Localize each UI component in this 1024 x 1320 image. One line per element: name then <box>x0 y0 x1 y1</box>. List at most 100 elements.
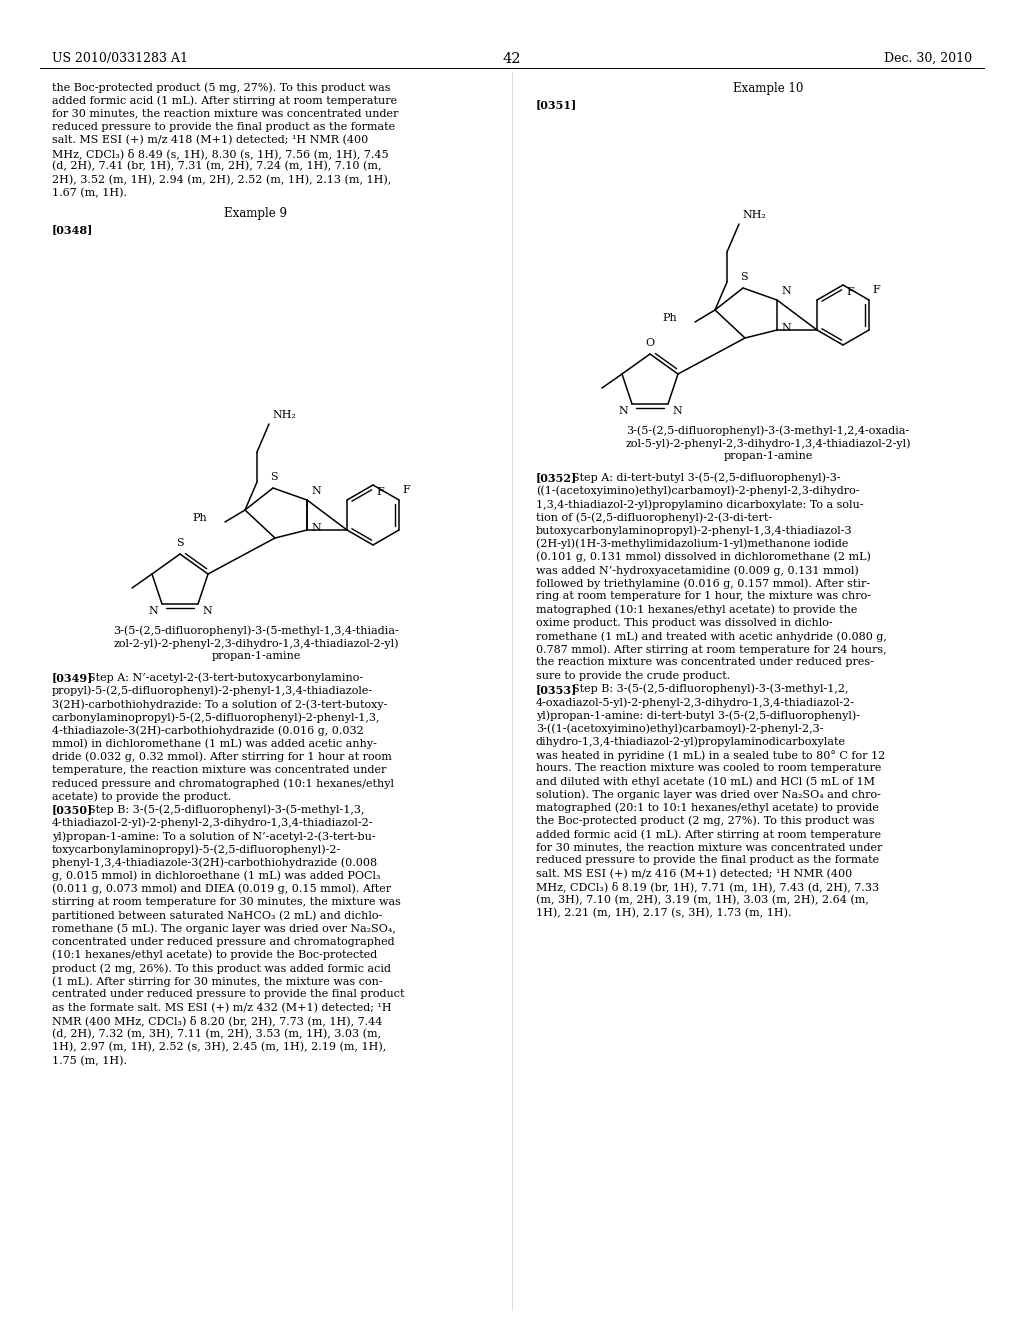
Text: as the formate salt. MS ESI (+) m/z 432 (M+1) detected; ¹H: as the formate salt. MS ESI (+) m/z 432 … <box>52 1003 391 1012</box>
Text: for 30 minutes, the reaction mixture was concentrated under: for 30 minutes, the reaction mixture was… <box>52 108 398 119</box>
Text: Ph: Ph <box>663 313 677 323</box>
Text: 3-((1-(acetoxyimino)ethyl)carbamoyl)-2-phenyl-2,3-: 3-((1-(acetoxyimino)ethyl)carbamoyl)-2-p… <box>536 723 823 734</box>
Text: dihydro-1,3,4-thiadiazol-2-yl)propylaminodicarboxylate: dihydro-1,3,4-thiadiazol-2-yl)propylamin… <box>536 737 846 747</box>
Text: partitioned between saturated NaHCO₃ (2 mL) and dichlo-: partitioned between saturated NaHCO₃ (2 … <box>52 911 382 921</box>
Text: reduced pressure to provide the final product as the formate: reduced pressure to provide the final pr… <box>52 121 395 132</box>
Text: 3-(5-(2,5-difluorophenyl)-3-(5-methyl-1,3,4-thiadia-: 3-(5-(2,5-difluorophenyl)-3-(5-methyl-1,… <box>113 624 399 635</box>
Text: S: S <box>740 272 748 282</box>
Text: 1.67 (m, 1H).: 1.67 (m, 1H). <box>52 187 127 198</box>
Text: [0349]: [0349] <box>52 673 93 684</box>
Text: zol-5-yl)-2-phenyl-2,3-dihydro-1,3,4-thiadiazol-2-yl): zol-5-yl)-2-phenyl-2,3-dihydro-1,3,4-thi… <box>626 438 910 449</box>
Text: reduced pressure and chromatographed (10:1 hexanes/ethyl: reduced pressure and chromatographed (10… <box>52 779 394 789</box>
Text: salt. MS ESI (+) m/z 418 (M+1) detected; ¹H NMR (400: salt. MS ESI (+) m/z 418 (M+1) detected;… <box>52 135 369 145</box>
Text: the Boc-protected product (5 mg, 27%). To this product was: the Boc-protected product (5 mg, 27%). T… <box>52 82 390 92</box>
Text: (d, 2H), 7.41 (br, 1H), 7.31 (m, 2H), 7.24 (m, 1H), 7.10 (m,: (d, 2H), 7.41 (br, 1H), 7.31 (m, 2H), 7.… <box>52 161 382 172</box>
Text: was heated in pyridine (1 mL) in a sealed tube to 80° C for 12: was heated in pyridine (1 mL) in a seale… <box>536 750 886 760</box>
Text: [0350]: [0350] <box>52 805 93 816</box>
Text: 3-(5-(2,5-difluorophenyl)-3-(3-methyl-1,2,4-oxadia-: 3-(5-(2,5-difluorophenyl)-3-(3-methyl-1,… <box>627 425 909 436</box>
Text: O: O <box>645 338 654 348</box>
Text: yl)propan-1-amine: di-tert-butyl 3-(5-(2,5-difluorophenyl)-: yl)propan-1-amine: di-tert-butyl 3-(5-(2… <box>536 710 860 721</box>
Text: (10:1 hexanes/ethyl acetate) to provide the Boc-protected: (10:1 hexanes/ethyl acetate) to provide … <box>52 950 377 961</box>
Text: mmol) in dichloromethane (1 mL) was added acetic anhy-: mmol) in dichloromethane (1 mL) was adde… <box>52 739 377 750</box>
Text: reduced pressure to provide the final product as the formate: reduced pressure to provide the final pr… <box>536 855 880 866</box>
Text: temperature, the reaction mixture was concentrated under: temperature, the reaction mixture was co… <box>52 766 386 775</box>
Text: for 30 minutes, the reaction mixture was concentrated under: for 30 minutes, the reaction mixture was… <box>536 842 883 853</box>
Text: was added N’-hydroxyacetamidine (0.009 g, 0.131 mmol): was added N’-hydroxyacetamidine (0.009 g… <box>536 565 859 576</box>
Text: [0353]: [0353] <box>536 684 578 694</box>
Text: matographed (10:1 hexanes/ethyl acetate) to provide the: matographed (10:1 hexanes/ethyl acetate)… <box>536 605 857 615</box>
Text: (0.011 g, 0.073 mmol) and DIEA (0.019 g, 0.15 mmol). After: (0.011 g, 0.073 mmol) and DIEA (0.019 g,… <box>52 884 391 895</box>
Text: (m, 3H), 7.10 (m, 2H), 3.19 (m, 1H), 3.03 (m, 2H), 2.64 (m,: (m, 3H), 7.10 (m, 2H), 3.19 (m, 1H), 3.0… <box>536 895 869 906</box>
Text: phenyl-1,3,4-thiadiazole-3(2H)-carbothiohydrazide (0.008: phenyl-1,3,4-thiadiazole-3(2H)-carbothio… <box>52 858 377 869</box>
Text: NMR (400 MHz, CDCl₃) δ 8.20 (br, 2H), 7.73 (m, 1H), 7.44: NMR (400 MHz, CDCl₃) δ 8.20 (br, 2H), 7.… <box>52 1016 382 1027</box>
Text: butoxycarbonylaminopropyl)-2-phenyl-1,3,4-thiadiazol-3: butoxycarbonylaminopropyl)-2-phenyl-1,3,… <box>536 525 853 536</box>
Text: concentrated under reduced pressure and chromatographed: concentrated under reduced pressure and … <box>52 937 394 946</box>
Text: Step B: 3-(5-(2,5-difluorophenyl)-3-(3-methyl-1,2,: Step B: 3-(5-(2,5-difluorophenyl)-3-(3-m… <box>572 684 849 694</box>
Text: ((1-(acetoxyimino)ethyl)carbamoyl)-2-phenyl-2,3-dihydro-: ((1-(acetoxyimino)ethyl)carbamoyl)-2-phe… <box>536 486 859 496</box>
Text: MHz, CDCl₃) δ 8.49 (s, 1H), 8.30 (s, 1H), 7.56 (m, 1H), 7.45: MHz, CDCl₃) δ 8.49 (s, 1H), 8.30 (s, 1H)… <box>52 148 389 158</box>
Text: yl)propan-1-amine: To a solution of N’-acetyl-2-(3-tert-bu-: yl)propan-1-amine: To a solution of N’-a… <box>52 832 376 842</box>
Text: [0352]: [0352] <box>536 473 578 483</box>
Text: 3(2H)-carbothiohydrazide: To a solution of 2-(3-tert-butoxy-: 3(2H)-carbothiohydrazide: To a solution … <box>52 700 387 710</box>
Text: N: N <box>781 323 791 333</box>
Text: Dec. 30, 2010: Dec. 30, 2010 <box>884 51 972 65</box>
Text: N: N <box>672 407 682 416</box>
Text: stirring at room temperature for 30 minutes, the mixture was: stirring at room temperature for 30 minu… <box>52 898 400 907</box>
Text: zol-2-yl)-2-phenyl-2,3-dihydro-1,3,4-thiadiazol-2-yl): zol-2-yl)-2-phenyl-2,3-dihydro-1,3,4-thi… <box>114 638 398 648</box>
Text: 1H), 2.97 (m, 1H), 2.52 (s, 3H), 2.45 (m, 1H), 2.19 (m, 1H),: 1H), 2.97 (m, 1H), 2.52 (s, 3H), 2.45 (m… <box>52 1043 386 1052</box>
Text: Step A: di-tert-butyl 3-(5-(2,5-difluorophenyl)-3-: Step A: di-tert-butyl 3-(5-(2,5-difluoro… <box>572 473 841 483</box>
Text: added formic acid (1 mL). After stirring at room temperature: added formic acid (1 mL). After stirring… <box>536 829 881 840</box>
Text: centrated under reduced pressure to provide the final product: centrated under reduced pressure to prov… <box>52 990 404 999</box>
Text: Example 10: Example 10 <box>733 82 803 95</box>
Text: toxycarbonylaminopropyl)-5-(2,5-difluorophenyl)-2-: toxycarbonylaminopropyl)-5-(2,5-difluoro… <box>52 845 341 855</box>
Text: F: F <box>872 285 880 294</box>
Text: acetate) to provide the product.: acetate) to provide the product. <box>52 792 231 803</box>
Text: matographed (20:1 to 10:1 hexanes/ethyl acetate) to provide: matographed (20:1 to 10:1 hexanes/ethyl … <box>536 803 879 813</box>
Text: N: N <box>618 407 628 416</box>
Text: salt. MS ESI (+) m/z 416 (M+1) detected; ¹H NMR (400: salt. MS ESI (+) m/z 416 (M+1) detected;… <box>536 869 852 879</box>
Text: propan-1-amine: propan-1-amine <box>211 651 301 661</box>
Text: and diluted with ethyl acetate (10 mL) and HCl (5 mL of 1M: and diluted with ethyl acetate (10 mL) a… <box>536 776 874 787</box>
Text: N: N <box>311 486 321 496</box>
Text: 42: 42 <box>503 51 521 66</box>
Text: (0.101 g, 0.131 mmol) dissolved in dichloromethane (2 mL): (0.101 g, 0.131 mmol) dissolved in dichl… <box>536 552 870 562</box>
Text: N: N <box>148 606 158 616</box>
Text: N: N <box>781 286 791 296</box>
Text: romethane (1 mL) and treated with acetic anhydride (0.080 g,: romethane (1 mL) and treated with acetic… <box>536 631 887 642</box>
Text: Ph: Ph <box>193 513 207 523</box>
Text: Example 9: Example 9 <box>224 207 288 220</box>
Text: g, 0.015 mmol) in dichloroethane (1 mL) was added POCl₃: g, 0.015 mmol) in dichloroethane (1 mL) … <box>52 871 381 882</box>
Text: S: S <box>270 473 278 482</box>
Text: F: F <box>402 484 410 495</box>
Text: 0.787 mmol). After stirring at room temperature for 24 hours,: 0.787 mmol). After stirring at room temp… <box>536 644 887 655</box>
Text: (1 mL). After stirring for 30 minutes, the mixture was con-: (1 mL). After stirring for 30 minutes, t… <box>52 977 383 987</box>
Text: (d, 2H), 7.32 (m, 3H), 7.11 (m, 2H), 3.53 (m, 1H), 3.03 (m,: (d, 2H), 7.32 (m, 3H), 7.11 (m, 2H), 3.5… <box>52 1030 381 1039</box>
Text: F: F <box>376 487 384 498</box>
Text: sure to provide the crude product.: sure to provide the crude product. <box>536 671 730 681</box>
Text: oxime product. This product was dissolved in dichlo-: oxime product. This product was dissolve… <box>536 618 833 628</box>
Text: 1H), 2.21 (m, 1H), 2.17 (s, 3H), 1.73 (m, 1H).: 1H), 2.21 (m, 1H), 2.17 (s, 3H), 1.73 (m… <box>536 908 792 919</box>
Text: hours. The reaction mixture was cooled to room temperature: hours. The reaction mixture was cooled t… <box>536 763 882 774</box>
Text: 4-oxadiazol-5-yl)-2-phenyl-2,3-dihydro-1,3,4-thiadiazol-2-: 4-oxadiazol-5-yl)-2-phenyl-2,3-dihydro-1… <box>536 697 855 708</box>
Text: F: F <box>846 286 854 297</box>
Text: 1,3,4-thiadiazol-2-yl)propylamino dicarboxylate: To a solu-: 1,3,4-thiadiazol-2-yl)propylamino dicarb… <box>536 499 863 510</box>
Text: added formic acid (1 mL). After stirring at room temperature: added formic acid (1 mL). After stirring… <box>52 95 397 106</box>
Text: S: S <box>176 539 184 548</box>
Text: the Boc-protected product (2 mg, 27%). To this product was: the Boc-protected product (2 mg, 27%). T… <box>536 816 874 826</box>
Text: carbonylaminopropyl)-5-(2,5-difluorophenyl)-2-phenyl-1,3,: carbonylaminopropyl)-5-(2,5-difluorophen… <box>52 713 381 723</box>
Text: N: N <box>311 523 321 533</box>
Text: (2H-yl)(1H-3-methylimidazolium-1-yl)methanone iodide: (2H-yl)(1H-3-methylimidazolium-1-yl)meth… <box>536 539 848 549</box>
Text: tion of (5-(2,5-difluorophenyl)-2-(3-di-tert-: tion of (5-(2,5-difluorophenyl)-2-(3-di-… <box>536 512 772 523</box>
Text: propyl)-5-(2,5-difluorophenyl)-2-phenyl-1,3,4-thiadiazole-: propyl)-5-(2,5-difluorophenyl)-2-phenyl-… <box>52 686 373 697</box>
Text: dride (0.032 g, 0.32 mmol). After stirring for 1 hour at room: dride (0.032 g, 0.32 mmol). After stirri… <box>52 752 392 763</box>
Text: the reaction mixture was concentrated under reduced pres-: the reaction mixture was concentrated un… <box>536 657 873 668</box>
Text: romethane (5 mL). The organic layer was dried over Na₂SO₄,: romethane (5 mL). The organic layer was … <box>52 924 396 935</box>
Text: NH₂: NH₂ <box>742 210 766 220</box>
Text: N: N <box>202 606 212 616</box>
Text: US 2010/0331283 A1: US 2010/0331283 A1 <box>52 51 188 65</box>
Text: 4-thiadiazole-3(2H)-carbothiohydrazide (0.016 g, 0.032: 4-thiadiazole-3(2H)-carbothiohydrazide (… <box>52 726 364 737</box>
Text: 1.75 (m, 1H).: 1.75 (m, 1H). <box>52 1056 127 1065</box>
Text: ring at room temperature for 1 hour, the mixture was chro-: ring at room temperature for 1 hour, the… <box>536 591 871 602</box>
Text: product (2 mg, 26%). To this product was added formic acid: product (2 mg, 26%). To this product was… <box>52 964 391 974</box>
Text: solution). The organic layer was dried over Na₂SO₄ and chro-: solution). The organic layer was dried o… <box>536 789 881 800</box>
